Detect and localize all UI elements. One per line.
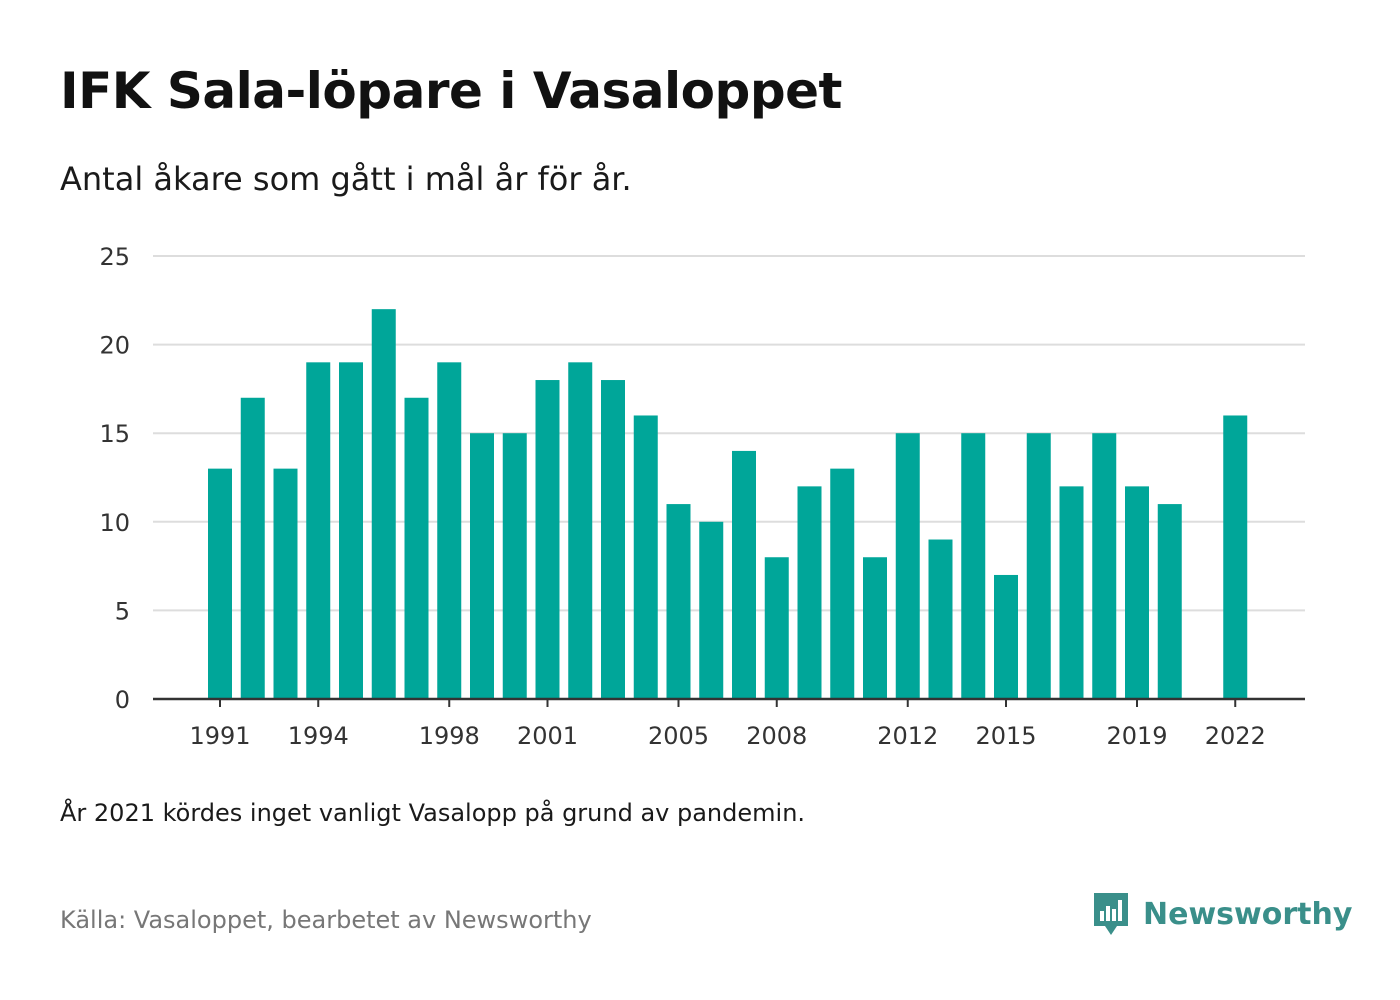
x-tick-label: 2022	[1205, 722, 1266, 750]
y-tick-label: 10	[99, 509, 130, 537]
bar-2009	[797, 486, 822, 699]
bar-2002	[568, 362, 593, 699]
bars	[208, 309, 1248, 699]
bar-2016	[1026, 433, 1051, 699]
newsworthy-logo-icon	[1094, 893, 1128, 935]
chart-title: IFK Sala-löpare i Vasaloppet	[60, 62, 842, 120]
bar-2005	[666, 504, 691, 699]
bar-1994	[306, 362, 331, 699]
bar-1991	[208, 468, 232, 699]
x-tick-label: 2015	[975, 722, 1036, 750]
bar-2012	[895, 433, 920, 699]
y-tick-label: 0	[115, 686, 130, 714]
bar-2014	[961, 433, 986, 699]
bar-1993	[273, 468, 298, 699]
bar-2003	[601, 380, 625, 699]
bar-2011	[863, 557, 887, 699]
bar-2001	[535, 380, 560, 699]
x-tick-label: 1998	[419, 722, 480, 750]
bar-2007	[732, 450, 756, 699]
y-tick-label: 25	[99, 243, 130, 271]
brand-name: Newsworthy	[1143, 896, 1353, 932]
bar-2017	[1059, 486, 1084, 699]
chart-subtitle: Antal åkare som gått i mål år för år.	[60, 160, 632, 198]
x-tick-label: 1994	[288, 722, 349, 750]
source-text: Källa: Vasaloppet, bearbetet av Newswort…	[60, 906, 592, 934]
x-tick-label: 2012	[877, 722, 938, 750]
y-axis-labels: 0 5 10 15 20 25	[99, 243, 130, 714]
x-tick-label: 2019	[1106, 722, 1167, 750]
chart-note: År 2021 kördes inget vanligt Vasalopp på…	[60, 799, 806, 827]
y-tick-label: 5	[115, 597, 130, 625]
bar-2010	[830, 468, 855, 699]
x-tick-label: 2005	[648, 722, 709, 750]
x-axis-labels: 1991 1994 1998 2001 2005 2008 2012 2015 2019 2022	[189, 699, 1266, 750]
bar-chart: 0 5 10 15 20 25 1991 1994 1998 2001 2005 2008 2012 2…	[99, 243, 1305, 750]
bar-2006	[699, 521, 724, 699]
bar-1992	[240, 397, 265, 699]
bar-1996	[371, 309, 396, 699]
bar-2019	[1125, 486, 1149, 699]
y-tick-label: 20	[99, 332, 130, 360]
bar-2013	[928, 539, 953, 699]
y-tick-label: 15	[99, 420, 130, 448]
x-tick-label: 1991	[189, 722, 250, 750]
bar-2015	[994, 574, 1018, 699]
bar-1995	[339, 362, 363, 699]
bar-2022	[1223, 415, 1248, 699]
x-tick-label: 2001	[517, 722, 578, 750]
bar-2000	[502, 433, 527, 699]
bar-2018	[1092, 433, 1117, 699]
bar-2004	[633, 415, 658, 699]
bar-1998	[437, 362, 462, 699]
brand-logo: Newsworthy	[1091, 890, 1352, 938]
bar-1999	[470, 433, 494, 699]
bar-1997	[404, 397, 429, 699]
bar-2020	[1157, 504, 1182, 699]
bar-2008	[764, 557, 789, 699]
x-tick-label: 2008	[746, 722, 807, 750]
